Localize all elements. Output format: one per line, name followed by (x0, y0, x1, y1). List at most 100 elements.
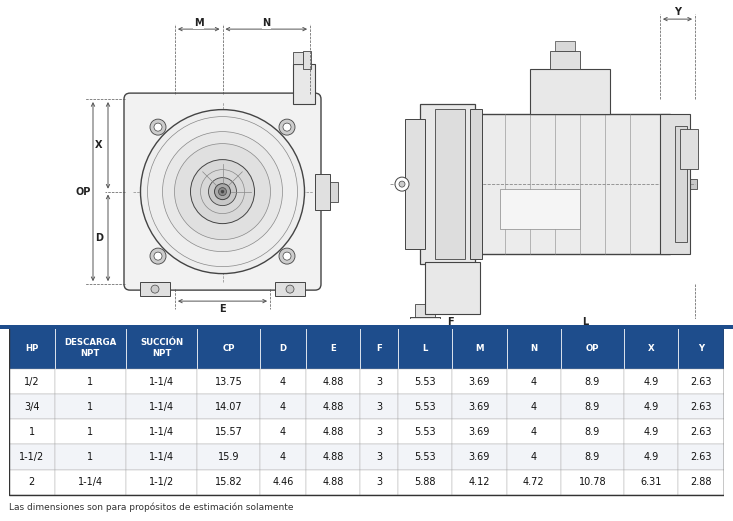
Bar (530, 69, 610, 114)
Bar (678, 469, 724, 494)
Bar (55, 327, 126, 369)
Text: DESCARGA
NPT: DESCARGA NPT (65, 338, 117, 358)
Text: 4.9: 4.9 (644, 452, 659, 462)
Circle shape (215, 183, 230, 200)
Circle shape (208, 178, 237, 206)
Text: N: N (530, 343, 537, 353)
Bar (678, 369, 724, 394)
Circle shape (399, 181, 405, 187)
Bar (561, 394, 624, 419)
Bar (306, 327, 360, 369)
Bar (507, 469, 561, 494)
Bar (452, 469, 507, 494)
Bar (507, 369, 561, 394)
Text: 4: 4 (531, 377, 537, 387)
Bar (9, 394, 55, 419)
Bar (259, 327, 306, 369)
Bar (624, 444, 678, 469)
Bar (126, 394, 197, 419)
Text: 4.9: 4.9 (644, 402, 659, 412)
Text: 4.72: 4.72 (523, 477, 545, 487)
Bar (55, 394, 126, 419)
Bar (259, 394, 306, 419)
Text: 8.9: 8.9 (585, 402, 600, 412)
Bar (624, 327, 678, 369)
Bar (398, 444, 452, 469)
Text: N: N (262, 18, 270, 28)
Text: HP: HP (25, 343, 39, 353)
Bar (420, 104, 475, 264)
Bar (9, 469, 55, 494)
Bar (197, 469, 259, 494)
Text: 15.57: 15.57 (215, 427, 243, 437)
Text: 4.88: 4.88 (323, 377, 344, 387)
Text: F: F (376, 343, 382, 353)
Bar (550, 51, 580, 69)
Bar (678, 394, 724, 419)
Circle shape (283, 123, 291, 131)
Text: 5.53: 5.53 (414, 402, 436, 412)
Text: 3: 3 (376, 402, 382, 412)
Text: SUCCIÓN
NPT: SUCCIÓN NPT (140, 338, 183, 358)
Text: 8.9: 8.9 (585, 452, 600, 462)
Bar (275, 282, 305, 296)
Text: 5.88: 5.88 (414, 477, 436, 487)
Text: 3: 3 (376, 452, 382, 462)
Text: X: X (95, 140, 103, 151)
Bar (680, 129, 698, 169)
Text: 4: 4 (280, 427, 286, 437)
Bar (398, 469, 452, 494)
Bar (197, 369, 259, 394)
Text: D: D (95, 233, 103, 243)
Bar (197, 394, 259, 419)
Bar (315, 173, 330, 209)
Text: 1-1/2: 1-1/2 (19, 452, 45, 462)
Bar (197, 327, 259, 369)
Bar (561, 419, 624, 444)
Text: D: D (279, 343, 287, 353)
Circle shape (174, 144, 270, 240)
Text: 1: 1 (87, 402, 93, 412)
Text: 3: 3 (376, 477, 382, 487)
Bar (660, 114, 690, 254)
Text: E: E (219, 304, 226, 314)
Bar (259, 419, 306, 444)
Bar (197, 419, 259, 444)
Bar (306, 394, 360, 419)
Bar (293, 52, 303, 64)
Bar (55, 469, 126, 494)
Text: 13.75: 13.75 (215, 377, 243, 387)
Bar (9, 327, 724, 494)
Bar (9, 327, 55, 369)
Bar (259, 369, 306, 394)
Bar (678, 419, 724, 444)
Text: 4: 4 (531, 427, 537, 437)
Bar (306, 469, 360, 494)
Bar (360, 444, 398, 469)
Bar (507, 419, 561, 444)
Circle shape (151, 285, 159, 293)
Text: 3/4: 3/4 (24, 402, 40, 412)
Text: F: F (446, 317, 453, 327)
Bar (561, 469, 624, 494)
Bar (398, 394, 452, 419)
Bar (425, 262, 480, 314)
Bar (259, 469, 306, 494)
Bar (435, 109, 465, 259)
Circle shape (141, 109, 304, 274)
Bar (561, 369, 624, 394)
Bar (9, 369, 55, 394)
Bar (675, 126, 687, 242)
Bar (55, 444, 126, 469)
Circle shape (279, 248, 295, 264)
Text: 4: 4 (280, 377, 286, 387)
Text: OP: OP (75, 187, 91, 196)
Bar (55, 419, 126, 444)
Text: OP: OP (586, 343, 599, 353)
Bar (283, 123, 291, 131)
Bar (624, 419, 678, 444)
Bar (678, 444, 724, 469)
Circle shape (154, 252, 162, 260)
Circle shape (286, 285, 294, 293)
Text: 15.9: 15.9 (218, 452, 239, 462)
